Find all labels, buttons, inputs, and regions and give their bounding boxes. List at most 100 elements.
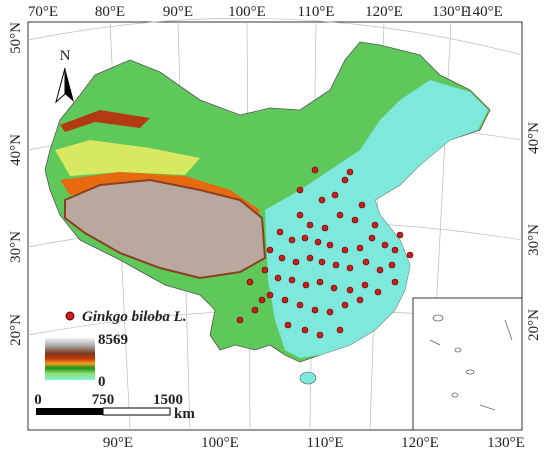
- occurrence-point: [341, 246, 349, 254]
- scale-tick: 0: [34, 392, 42, 408]
- longitude-label: 130°E: [487, 435, 525, 451]
- legend-species: Ginkgo biloba L.: [82, 309, 187, 325]
- occurrence-point: [358, 201, 366, 209]
- occurrence-point: [346, 286, 354, 294]
- occurrence-point: [296, 211, 304, 219]
- northern-ridge: [60, 110, 150, 132]
- occurrence-point: [301, 326, 309, 334]
- occurrence-point: [346, 264, 354, 272]
- occurrence-point: [296, 301, 304, 309]
- occurrence-point: [321, 224, 329, 232]
- occurrence-point: [341, 301, 349, 309]
- longitude-label: 140°E: [465, 4, 503, 20]
- occurrence-point: [276, 228, 284, 236]
- scale-bar: [102, 407, 171, 416]
- occurrence-point: [236, 316, 244, 324]
- occurrence-point: [396, 231, 404, 239]
- occurrence-point: [326, 241, 334, 249]
- longitude-label: 120°E: [401, 435, 439, 451]
- occurrence-point: [351, 216, 359, 224]
- scale-tick: 1500: [153, 392, 183, 408]
- legend-marker: [65, 311, 75, 321]
- occurrence-point: [318, 258, 326, 266]
- occurrence-point: [376, 266, 384, 274]
- latitude-label: 30°N: [8, 231, 24, 263]
- occurrence-points: [236, 166, 414, 339]
- longitude-label: 90°E: [103, 435, 133, 451]
- occurrence-point: [406, 251, 414, 259]
- occurrence-point: [296, 186, 304, 194]
- occurrence-point: [288, 236, 296, 244]
- north-arrow: [65, 68, 74, 102]
- occurrence-point: [311, 306, 319, 314]
- plateau: [64, 178, 267, 280]
- occurrence-point: [251, 306, 259, 314]
- latitude-label: 40°N: [8, 134, 24, 166]
- occurrence-point: [368, 234, 376, 242]
- occurrence-point: [258, 296, 266, 304]
- scale-unit: km: [174, 406, 195, 422]
- occurrence-point: [356, 296, 364, 304]
- occurrence-point: [330, 284, 338, 292]
- longitude-label: 110°E: [297, 4, 334, 20]
- inset-islands: [429, 314, 513, 411]
- occurrence-point: [346, 168, 354, 176]
- occurrence-point: [326, 308, 334, 316]
- occurrence-point: [288, 276, 296, 284]
- occurrence-point: [301, 234, 309, 242]
- occurrence-point: [356, 244, 364, 252]
- occurrence-point: [374, 288, 382, 296]
- occurrence-point: [292, 258, 300, 266]
- occurrence-point: [391, 278, 399, 286]
- occurrence-point: [362, 258, 370, 266]
- occurrence-point: [284, 321, 292, 329]
- occurrence-point: [278, 254, 286, 262]
- inset-frame: [412, 297, 523, 431]
- elevation-max: 8569: [98, 332, 128, 348]
- longitude-label: 80°E: [95, 4, 125, 20]
- latitude-label: 40°N: [526, 122, 542, 154]
- occurrence-point: [274, 274, 282, 282]
- occurrence-point: [361, 281, 369, 289]
- elevation-ramp: [45, 337, 95, 380]
- longitude-label: 120°E: [365, 4, 403, 20]
- northwest-basin: [55, 140, 200, 176]
- latitude-label: 30°N: [526, 224, 542, 256]
- occurrence-point: [281, 296, 289, 304]
- occurrence-point: [302, 281, 310, 289]
- longitude-label: 100°E: [201, 435, 239, 451]
- latitude-label: 20°N: [8, 314, 24, 346]
- longitude-label: 100°E: [228, 4, 266, 20]
- longitude-label: 90°E: [163, 4, 193, 20]
- occurrence-point: [318, 196, 326, 204]
- longitude-label: 110°E: [306, 435, 343, 451]
- occurrence-point: [336, 326, 344, 334]
- occurrence-point: [306, 254, 314, 262]
- island: [299, 371, 317, 385]
- occurrence-point: [266, 246, 274, 254]
- occurrence-point: [391, 246, 399, 254]
- occurrence-point: [246, 278, 254, 286]
- latitude-label: 50°N: [8, 22, 24, 54]
- occurrence-point: [316, 278, 324, 286]
- longitude-label: 70°E: [28, 4, 58, 20]
- occurrence-point: [266, 291, 274, 299]
- scale-tick: 750: [92, 392, 115, 408]
- elevation-min: 0: [98, 374, 106, 390]
- occurrence-point: [336, 211, 344, 219]
- latitude-label: 20°N: [526, 309, 542, 341]
- occurrence-point: [311, 166, 319, 174]
- occurrence-point: [371, 221, 379, 229]
- occurrence-point: [316, 331, 324, 339]
- occurrence-point: [331, 191, 339, 199]
- occurrence-point: [381, 241, 389, 249]
- occurrence-point: [388, 261, 396, 269]
- eastern-lowlands: [265, 80, 488, 358]
- scale-bar: [36, 408, 103, 415]
- occurrence-point: [314, 238, 322, 246]
- occurrence-point: [306, 221, 314, 229]
- occurrence-point: [261, 266, 269, 274]
- occurrence-point: [341, 176, 349, 184]
- longitude-label: 130°E: [432, 4, 470, 20]
